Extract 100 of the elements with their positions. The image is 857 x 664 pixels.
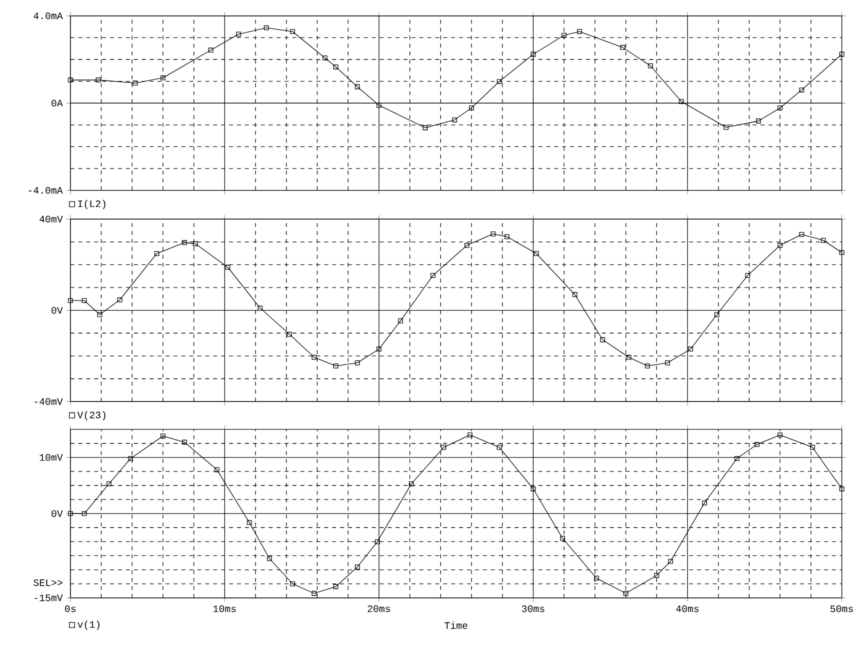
point bbox=[745, 272, 750, 278]
point bbox=[644, 363, 650, 368]
point bbox=[665, 360, 670, 366]
point bbox=[312, 354, 317, 360]
point bbox=[258, 305, 263, 310]
point bbox=[778, 105, 783, 110]
legend-label: v(1) bbox=[78, 620, 100, 630]
point bbox=[376, 102, 382, 108]
point bbox=[132, 80, 138, 86]
point bbox=[322, 55, 328, 60]
point bbox=[702, 500, 707, 506]
point bbox=[128, 456, 134, 461]
x-tick-label: 10ms bbox=[214, 605, 236, 612]
point bbox=[354, 564, 360, 570]
point bbox=[376, 346, 382, 352]
y-tick-label: -15mV bbox=[34, 594, 63, 602]
point bbox=[799, 87, 804, 92]
point bbox=[734, 456, 740, 461]
point bbox=[430, 272, 436, 278]
point bbox=[572, 292, 578, 297]
point bbox=[530, 52, 536, 57]
point bbox=[82, 298, 87, 303]
point bbox=[678, 98, 684, 104]
point bbox=[106, 481, 112, 486]
y-tick-label: 0V bbox=[52, 306, 63, 314]
x-tick-label: 40ms bbox=[676, 605, 699, 612]
point bbox=[714, 312, 720, 317]
point bbox=[654, 572, 660, 578]
point bbox=[562, 32, 567, 38]
point bbox=[266, 556, 272, 561]
point bbox=[496, 78, 502, 84]
y-tick-label: 0A bbox=[52, 100, 63, 106]
legend-label: V(23) bbox=[77, 410, 106, 420]
x-axis-title: Time bbox=[444, 622, 468, 629]
point bbox=[82, 511, 87, 516]
point bbox=[504, 234, 510, 239]
point bbox=[312, 590, 317, 596]
point bbox=[490, 231, 496, 236]
point bbox=[452, 117, 457, 122]
y-tick-label: 40mV bbox=[40, 216, 63, 222]
y-tick-label: 4.0mA bbox=[34, 12, 63, 20]
point bbox=[756, 118, 761, 124]
y-tick-label: 10mV bbox=[40, 454, 63, 461]
point bbox=[839, 52, 844, 57]
point bbox=[778, 432, 783, 438]
x-tick-label: 30ms bbox=[522, 605, 544, 612]
legend-label: I(L2) bbox=[78, 200, 106, 209]
point bbox=[464, 242, 470, 248]
point bbox=[839, 250, 844, 255]
point bbox=[68, 298, 73, 303]
point bbox=[333, 584, 338, 589]
point bbox=[534, 250, 539, 256]
point bbox=[408, 481, 414, 486]
point bbox=[264, 25, 269, 30]
text: SEL>> bbox=[34, 579, 62, 586]
y-tick-label: -4.0mA bbox=[28, 186, 63, 194]
point bbox=[820, 238, 826, 243]
point bbox=[333, 363, 338, 368]
point bbox=[668, 558, 673, 564]
point bbox=[214, 467, 220, 472]
point bbox=[626, 354, 632, 360]
point bbox=[839, 486, 844, 492]
point bbox=[182, 240, 188, 245]
point bbox=[225, 264, 230, 270]
point bbox=[648, 63, 653, 68]
point bbox=[97, 312, 102, 317]
point bbox=[290, 28, 296, 34]
point bbox=[154, 250, 160, 256]
point bbox=[96, 77, 101, 82]
point bbox=[192, 241, 198, 246]
point bbox=[354, 84, 360, 90]
point bbox=[354, 360, 360, 366]
point bbox=[398, 318, 404, 324]
x-tick-label: 50ms bbox=[830, 605, 853, 612]
point bbox=[799, 232, 804, 237]
point bbox=[160, 75, 166, 80]
x-tick-label: 0s bbox=[65, 605, 76, 612]
point bbox=[530, 486, 536, 492]
point bbox=[810, 444, 815, 450]
point bbox=[68, 511, 73, 516]
point bbox=[287, 332, 292, 337]
point bbox=[469, 105, 474, 110]
point bbox=[754, 442, 760, 447]
x-tick-label: 20ms bbox=[368, 605, 390, 612]
point bbox=[333, 64, 338, 70]
point bbox=[468, 432, 472, 438]
point bbox=[623, 590, 628, 596]
point bbox=[441, 444, 446, 450]
point bbox=[246, 520, 252, 525]
point bbox=[68, 77, 73, 82]
point bbox=[600, 337, 606, 342]
point bbox=[577, 28, 582, 34]
point bbox=[496, 444, 502, 450]
point bbox=[290, 581, 296, 586]
point bbox=[724, 124, 729, 130]
point bbox=[236, 32, 242, 36]
y-tick-label: -40mV bbox=[34, 398, 63, 405]
point bbox=[182, 440, 188, 445]
point bbox=[160, 433, 166, 438]
point bbox=[620, 44, 626, 50]
